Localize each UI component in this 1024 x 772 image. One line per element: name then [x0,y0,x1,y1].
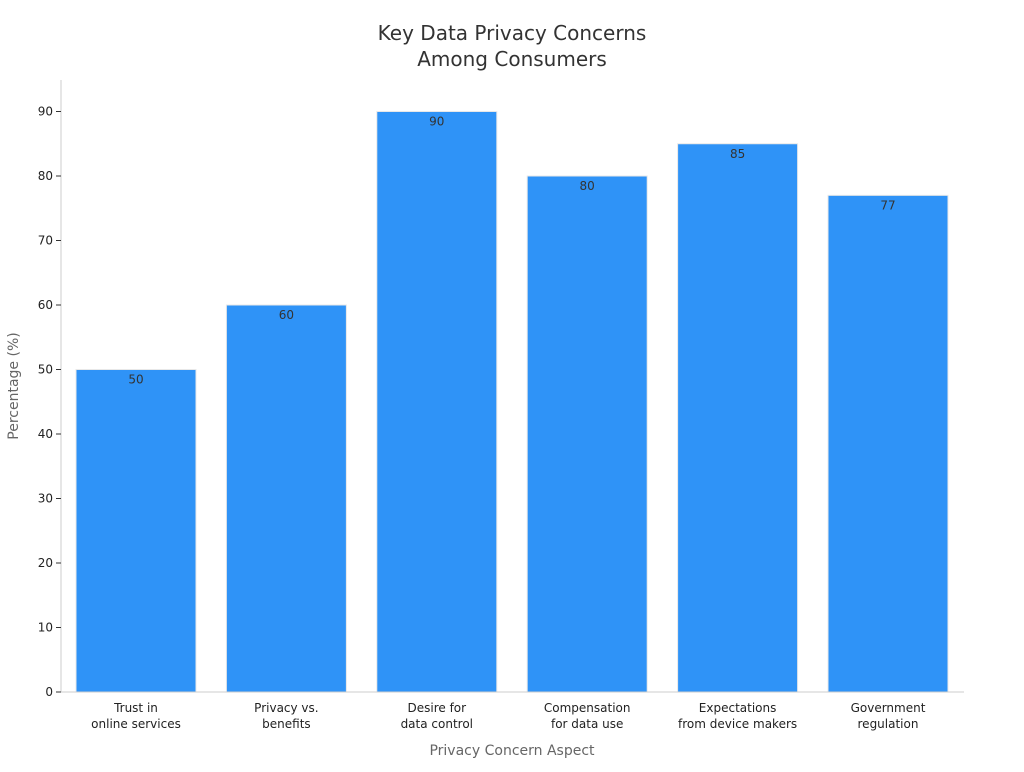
x-tick-label-5-1: regulation [858,717,919,731]
y-tick-label-10: 10 [38,621,53,635]
y-tick-label-90: 90 [38,105,53,119]
data-label-2: 90 [429,115,444,129]
x-tick-label-2-1: data control [401,717,473,731]
data-label-0: 50 [128,373,143,387]
y-tick-label-20: 20 [38,556,53,570]
data-label-3: 80 [580,179,595,193]
y-axis-title: Percentage (%) [6,332,22,439]
x-tick-label-4-0: Expectations [699,701,777,715]
x-tick-label-1-0: Privacy vs. [254,701,318,715]
y-tick-label-0: 0 [45,685,53,699]
y-axis: 0 10 20 30 40 50 60 70 80 90 [38,80,62,699]
bar-5 [827,194,949,693]
data-label-5: 77 [880,198,895,212]
x-tick-label-3-1: for data use [551,717,623,731]
y-tick-label-70: 70 [38,234,53,248]
y-tick-label-40: 40 [38,427,53,441]
x-tick-label-5-0: Government [851,701,926,715]
y-tick-label-80: 80 [38,169,53,183]
data-labels-layer: 50 60 90 80 85 77 [128,115,895,387]
bar-0 [75,369,197,693]
x-axis-title: Privacy Concern Aspect [429,743,595,759]
x-tick-label-3-0: Compensation [544,701,631,715]
chart-title-line-1: Key Data Privacy Concerns [378,21,647,45]
bars-layer [75,111,949,693]
x-tick-label-0-1: online services [91,717,181,731]
y-tick-label-30: 30 [38,492,53,506]
bar-4 [677,143,799,693]
x-tick-label-1-1: benefits [262,717,311,731]
bar-2 [376,111,498,693]
x-tick-label-0-0: Trust in [113,701,158,715]
data-label-1: 60 [279,308,294,322]
x-axis: Trust in online services Privacy vs. benefi… [61,691,964,731]
bar-3 [526,175,648,693]
data-label-4: 85 [730,147,745,161]
x-tick-label-2-0: Desire for [408,701,467,715]
chart-title-line-2: Among Consumers [417,47,607,71]
y-tick-label-60: 60 [38,298,53,312]
bar-1 [225,304,347,693]
y-tick-label-50: 50 [38,363,53,377]
x-tick-label-4-1: from device makers [678,717,797,731]
